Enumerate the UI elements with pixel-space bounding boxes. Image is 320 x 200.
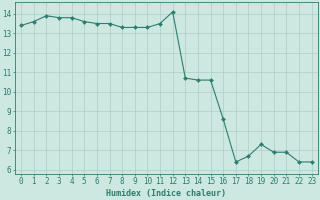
X-axis label: Humidex (Indice chaleur): Humidex (Indice chaleur) (106, 189, 226, 198)
